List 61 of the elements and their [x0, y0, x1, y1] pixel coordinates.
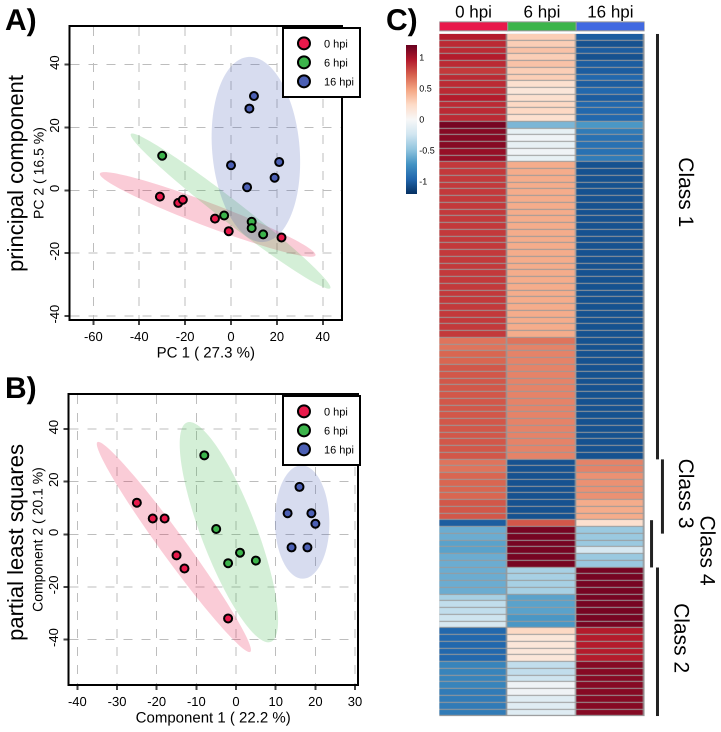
legend-label: 6 hpi — [324, 426, 348, 438]
point — [286, 542, 297, 552]
y-tick-label: 40 — [47, 55, 62, 70]
x-tick-label: 40 — [316, 328, 330, 344]
x-axis-title: Component 1 ( 22.2 %) — [136, 709, 291, 726]
x-tick-label: -30 — [108, 694, 126, 709]
x-tick-label: -20 — [147, 694, 166, 709]
y-tick-label: -20 — [46, 576, 62, 594]
text: Class 1 — [674, 157, 697, 228]
x-tick-label: 0 — [232, 694, 240, 709]
text: partial least squares — [2, 444, 28, 641]
y-tick-label: -20 — [47, 242, 62, 261]
x-tick-label: -60 — [84, 328, 103, 344]
text: C) — [386, 4, 418, 37]
y-tick-label: 40 — [46, 420, 62, 434]
color-bar-label: 0 — [419, 114, 424, 124]
y-tick-label: -40 — [46, 628, 62, 647]
y-tick-label: 20 — [46, 472, 62, 487]
x-tick-label: 30 — [348, 694, 362, 709]
color-bar-label: -0.5 — [419, 146, 435, 156]
text: principal component — [2, 75, 28, 272]
x-tick-label: 0 — [227, 328, 235, 344]
x-tick-label: -10 — [186, 694, 206, 709]
y-tick-label: 20 — [47, 118, 62, 133]
y-axis-title: PC 2 ( 16.5 %) — [30, 127, 46, 219]
x-tick-label: 20 — [308, 694, 323, 709]
point — [302, 542, 312, 552]
point — [132, 498, 142, 508]
x-tick-label: -20 — [176, 328, 195, 344]
legend-label: 0 hpi — [324, 406, 348, 419]
text: Class 3 — [674, 458, 698, 529]
legend-label: 6 hpi — [324, 58, 348, 70]
point — [160, 513, 170, 524]
text: B) — [5, 372, 37, 405]
text: A) — [5, 4, 37, 37]
x-axis-title: PC 1 ( 27.3 %) — [156, 344, 255, 362]
x-tick-label: -40 — [130, 328, 149, 344]
y-tick-label: -40 — [47, 304, 62, 324]
point — [148, 513, 158, 524]
legend-label: 16 hpi — [324, 76, 354, 89]
x-tick-label: -40 — [68, 694, 87, 709]
color-bar-label: -1 — [419, 176, 428, 187]
point — [294, 482, 304, 492]
x-tick-label: 6 hpi — [524, 2, 560, 22]
color-bar-label: 0.5 — [419, 83, 432, 94]
x-tick-label: 10 — [268, 694, 283, 709]
legend-label: 0 hpi — [324, 38, 348, 51]
y-tick-label: 0 — [46, 528, 62, 536]
text: Class 4 — [696, 515, 719, 586]
point — [282, 508, 293, 518]
point — [310, 518, 320, 529]
legend-label: 16 hpi — [324, 444, 354, 457]
x-tick-label: 16 hpi — [587, 2, 634, 22]
y-axis-title: Component 2 ( 20.1 %) — [29, 467, 46, 612]
point — [172, 550, 182, 560]
x-tick-label: 20 — [270, 328, 284, 344]
x-tick-label: 0 hpi — [455, 2, 492, 22]
color-bar-label: 1 — [419, 52, 424, 62]
text: Class 2 — [670, 603, 693, 674]
point — [306, 508, 316, 518]
y-tick-label: 0 — [47, 184, 62, 192]
